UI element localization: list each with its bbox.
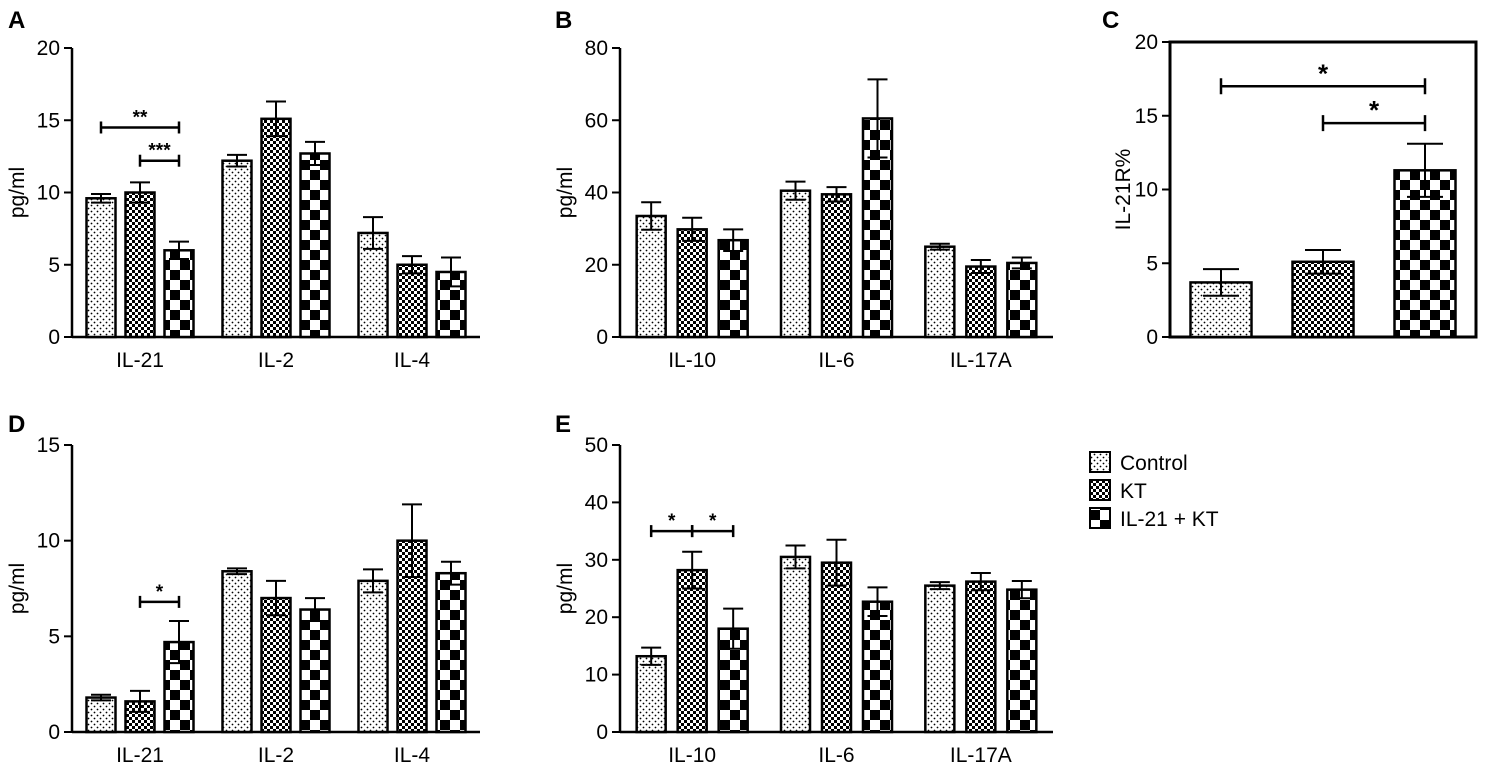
panel-letter: B	[555, 7, 572, 34]
y-axis-title: pg/ml	[6, 167, 29, 218]
significance-label: *	[668, 511, 676, 532]
y-tick-label: 15	[37, 109, 60, 132]
legend-label-kt: KT	[1120, 480, 1147, 503]
bar	[85, 696, 117, 734]
bar	[163, 640, 195, 734]
y-tick-label: 0	[48, 326, 60, 349]
y-tick-label: 5	[48, 625, 60, 648]
y-axis-title: pg/ml	[6, 563, 29, 614]
y-tick-label: 0	[48, 721, 60, 744]
bar	[676, 568, 708, 734]
legend-label-il21-kt: IL-21 + KT	[1120, 508, 1219, 531]
y-tick-label: 50	[585, 434, 608, 457]
x-tick-label: IL-21	[116, 349, 164, 372]
y-tick-label: 5	[48, 254, 60, 277]
bar	[124, 191, 156, 339]
significance-label: *	[709, 511, 717, 532]
significance-label: *	[1318, 58, 1329, 88]
y-tick-label: 10	[585, 664, 608, 687]
y-tick-label: 10	[1135, 179, 1158, 202]
x-tick-label: IL-10	[668, 349, 716, 372]
bar	[676, 228, 708, 339]
y-tick-label: 0	[596, 326, 608, 349]
bar	[396, 263, 428, 339]
x-tick-label: IL-2	[258, 744, 294, 767]
bar	[1006, 588, 1038, 734]
panel-b: B 0 20 40 60 80 pg/ml IL-10 IL-6 IL-17A	[554, 7, 1053, 372]
panel-letter: C	[1102, 7, 1119, 34]
y-tick-label: 80	[585, 37, 608, 60]
y-tick-label: 20	[585, 606, 608, 629]
bar	[260, 117, 292, 339]
bar	[924, 584, 956, 734]
panel-letter: E	[555, 411, 571, 438]
x-tick-label: IL-6	[818, 744, 854, 767]
x-tick-label: IL-21	[116, 744, 164, 767]
x-tick-label: IL-2	[258, 349, 294, 372]
x-tick-label: IL-17A	[950, 349, 1012, 372]
y-tick-label: 5	[1146, 252, 1158, 275]
bar	[299, 608, 331, 734]
panel-d: D 0 5 10 15 pg/ml IL-21 IL-2 IL-4 *	[6, 411, 480, 767]
y-tick-label: 0	[1146, 326, 1158, 349]
panel-letter: A	[8, 7, 25, 34]
bar	[820, 193, 853, 339]
panel-a: A 0 5 10 15 20 pg/ml IL-21 IL-2 IL-4 *****	[6, 7, 480, 372]
bar	[163, 249, 195, 339]
x-tick-label: IL-4	[394, 349, 431, 372]
bar	[221, 570, 253, 734]
bar	[635, 654, 667, 734]
bar	[299, 152, 331, 339]
bar	[861, 600, 894, 734]
significance-label: ***	[148, 141, 171, 162]
bar	[820, 561, 853, 734]
x-tick-label: IL-10	[668, 744, 716, 767]
bar	[357, 579, 389, 734]
bar	[717, 238, 749, 339]
y-axis-title: pg/ml	[554, 563, 577, 614]
y-tick-label: 20	[585, 254, 608, 277]
significance-label: *	[156, 582, 164, 603]
legend-label-control: Control	[1120, 452, 1188, 475]
bar	[924, 245, 956, 339]
panel-e: E 0 10 20 30 40 50 pg/ml IL-10 IL-6 IL-17A * *	[554, 411, 1053, 767]
y-tick-label: 20	[1135, 31, 1158, 54]
x-tick-label: IL-4	[394, 744, 431, 767]
bar	[779, 189, 812, 339]
y-tick-label: 20	[37, 37, 60, 60]
panel-letter: D	[8, 411, 25, 438]
y-tick-label: 40	[585, 182, 608, 205]
legend-swatch-il21-kt	[1089, 507, 1111, 529]
panel-c: C 0 5 10 15 20 IL-21R% * *	[1102, 7, 1478, 349]
bar	[221, 159, 253, 339]
bar	[635, 214, 667, 339]
bar	[965, 580, 997, 734]
x-tick-label: IL-6	[818, 349, 854, 372]
y-tick-label: 40	[585, 491, 608, 514]
y-tick-label: 15	[37, 434, 60, 457]
y-tick-label: 10	[37, 182, 60, 205]
y-tick-label: 0	[596, 721, 608, 744]
y-tick-label: 15	[1135, 105, 1158, 128]
x-tick-label: IL-17A	[950, 744, 1012, 767]
y-axis-title: pg/ml	[554, 167, 577, 218]
y-tick-label: 10	[37, 530, 60, 553]
bar	[965, 265, 997, 339]
legend: Control KT IL-21 + KT	[1089, 451, 1219, 531]
y-tick-label: 30	[585, 549, 608, 572]
y-axis-title: IL-21R%	[1112, 149, 1135, 231]
significance-label: *	[1369, 95, 1380, 125]
bar	[1006, 261, 1038, 339]
y-tick-label: 60	[585, 109, 608, 132]
bar	[85, 197, 117, 339]
legend-swatch-control	[1089, 451, 1111, 473]
bar	[260, 596, 292, 734]
bar	[435, 571, 467, 734]
bar	[779, 555, 812, 734]
significance-label: **	[133, 107, 148, 128]
legend-swatch-kt	[1089, 479, 1111, 501]
